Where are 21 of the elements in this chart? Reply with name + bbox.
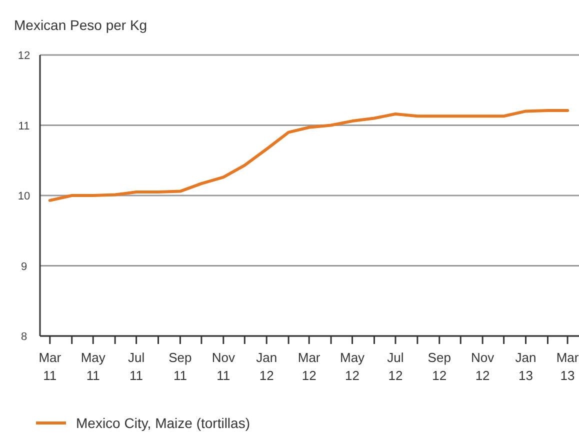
chart-title: Mexican Peso per Kg — [14, 17, 148, 33]
x-tick-label: Nov 11 — [212, 350, 236, 383]
x-tick-label: Sep 12 — [428, 350, 451, 383]
y-tick-label: 9 — [20, 260, 28, 273]
x-tick-label: Jan 13 — [515, 350, 536, 383]
y-tick-label: 12 — [18, 50, 30, 62]
x-tick-label: Sep 11 — [168, 350, 192, 383]
legend-label: Mexico City, Maize (tortillas) — [76, 415, 250, 431]
line-series — [48, 108, 570, 202]
y-tick-label: 10 — [18, 190, 30, 202]
x-tick-label: Mar 12 — [298, 350, 321, 383]
x-tick-label: Mar 11 — [38, 350, 62, 383]
y-tick-label: 8 — [20, 331, 28, 343]
x-tick-label: Nov 12 — [471, 350, 495, 383]
x-tick-label: Mar 13 — [556, 350, 579, 383]
x-tick-label: May 11 — [80, 350, 106, 383]
x-tick-label: May 12 — [340, 350, 366, 383]
y-tick-label: 11 — [18, 120, 30, 132]
x-tick-label: Jul 11 — [128, 350, 145, 383]
x-tick-label: Jul 12 — [387, 350, 404, 383]
x-tick-label: Jan 12 — [256, 350, 278, 383]
